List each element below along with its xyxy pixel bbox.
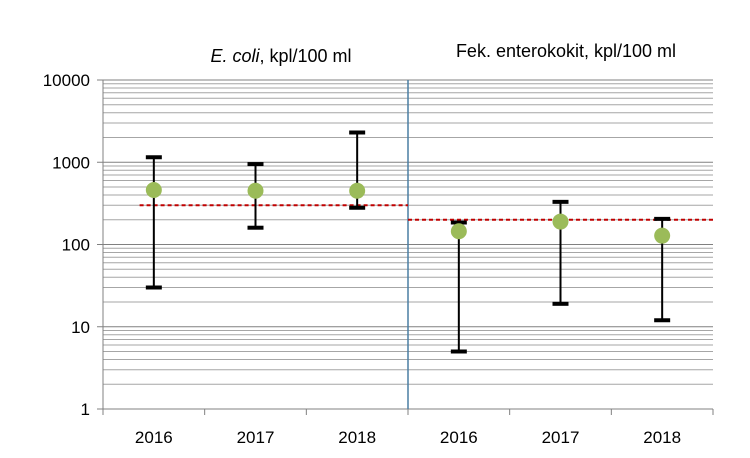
x-tick-label: 2018 <box>643 428 681 447</box>
y-tick-label: 1000 <box>52 153 90 172</box>
titles: E. coli, kpl/100 ml Fek. enterokokit, kpl… <box>210 41 676 66</box>
y-axis: 1 10 100 1000 10000 <box>43 71 104 419</box>
data-point <box>247 182 264 199</box>
x-tick-label: 2018 <box>338 428 376 447</box>
data-point <box>654 227 671 244</box>
data-point <box>145 181 162 198</box>
panel-title-text: Fek. enterokokit, kpl/100 ml <box>456 41 676 61</box>
x-tick-label: 2016 <box>440 428 478 447</box>
y-tick-label: 10000 <box>43 71 90 90</box>
error-bars <box>145 130 671 354</box>
y-tick-label: 10 <box>71 318 90 337</box>
y-tick-label: 100 <box>62 236 90 255</box>
x-axis: 2016 2017 2018 2016 2017 2018 <box>102 80 714 447</box>
panel-title-italic: E. coli <box>210 46 260 66</box>
x-tick-label: 2017 <box>542 428 580 447</box>
markers <box>145 181 671 244</box>
panel-title-text: , kpl/100 ml <box>259 46 351 66</box>
thresholds <box>139 204 713 221</box>
data-point <box>349 182 366 199</box>
x-tick-label: 2016 <box>135 428 173 447</box>
data-point <box>450 223 467 240</box>
panel-title: Fek. enterokokit, kpl/100 ml <box>456 41 676 61</box>
panel-title: E. coli, kpl/100 ml <box>210 46 351 66</box>
x-tick-label: 2017 <box>237 428 275 447</box>
y-tick-label: 1 <box>81 400 90 419</box>
data-point <box>552 213 569 230</box>
